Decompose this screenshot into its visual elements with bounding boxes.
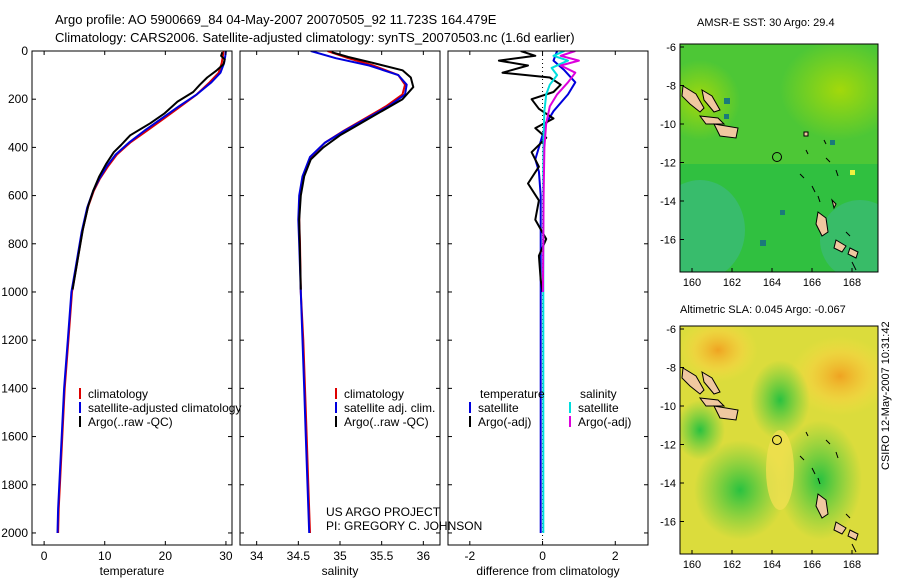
- profile-panel-1: 0 10 20 30 0 200 400 600 800 1000 1200 1400 1600 1800…: [1, 44, 241, 578]
- x-tick-label: 0: [41, 549, 48, 563]
- map-axes-1: 160 162 164 166 168 -6 -8 -10 -12 -14 -16: [660, 42, 861, 289]
- x-tick-label: 164: [763, 277, 781, 289]
- y-tick-label: 400: [8, 140, 28, 154]
- legend-label: satellite: [478, 401, 519, 415]
- sla-map-title: Altimetric SLA: 0.045 Argo: -0.067: [680, 304, 846, 316]
- x-tick-label: 36: [417, 549, 431, 563]
- y-tick-label: 1400: [1, 381, 28, 395]
- y-tick-label: -14: [660, 478, 676, 490]
- y-tick-label: -10: [660, 119, 676, 131]
- y-tick-label: -12: [660, 440, 676, 452]
- legend-label: salinity: [580, 387, 617, 401]
- legend-label: Argo(..raw -QC): [344, 415, 429, 429]
- chart-title-line1: Argo profile: AO 5900669_84 04-May-2007 …: [55, 12, 497, 27]
- y-tick-label: -12: [660, 158, 676, 170]
- y-tick-label: 200: [8, 92, 28, 106]
- credit-line1: US ARGO PROJECT: [326, 505, 441, 519]
- legend-label: satellite adj. clim.: [344, 401, 435, 415]
- series-line-1: [534, 51, 577, 533]
- y-tick-label: -6: [666, 42, 676, 54]
- x-tick-label: 166: [803, 559, 821, 571]
- x-tick-label: 2: [612, 549, 619, 563]
- y-tick-label: -16: [660, 235, 676, 247]
- x-tick-label: 168: [843, 277, 861, 289]
- y-tick-label: -8: [666, 81, 676, 93]
- x-tick-label: 160: [683, 277, 701, 289]
- series-line-3: [71, 51, 226, 290]
- legend-label: climatology: [88, 387, 148, 401]
- series-line-2: [297, 51, 408, 534]
- x-tick-label: 162: [723, 277, 741, 289]
- series-line-1: [57, 51, 225, 534]
- legend-label: temperature: [480, 387, 545, 401]
- legend-label: climatology: [344, 387, 404, 401]
- x-tick-label: 168: [843, 559, 861, 571]
- legend-label: Argo(-adj): [478, 415, 531, 429]
- series-line-2: [497, 51, 562, 293]
- y-tick-label: 600: [8, 189, 28, 203]
- y-tick-label: -6: [666, 324, 676, 336]
- sst-map: [679, 43, 879, 273]
- x-axis-label: salinity: [322, 564, 359, 578]
- x-tick-label: 160: [683, 559, 701, 571]
- legend: temperaturesatelliteArgo(-adj)salinitysa…: [469, 387, 631, 429]
- x-tick-label: 166: [803, 277, 821, 289]
- y-tick-label: -10: [660, 401, 676, 413]
- series-line-2: [56, 51, 227, 534]
- panel-frame: [31, 50, 233, 546]
- sst-map-title: AMSR-E SST: 30 Argo: 29.4: [697, 17, 835, 29]
- y-tick-label: -14: [660, 196, 676, 208]
- chart-title-line2: Climatology: CARS2006. Satellite-adjuste…: [55, 30, 575, 45]
- y-tick-label: -8: [666, 363, 676, 375]
- y-tick-label: 0: [21, 44, 28, 58]
- legend-label: Argo(-adj): [578, 415, 631, 429]
- panel-frame: [447, 50, 649, 546]
- x-tick-label: 35: [333, 549, 347, 563]
- y-tick-label: 1600: [1, 430, 28, 444]
- panel-frame: [239, 50, 441, 546]
- y-tick-label: 1800: [1, 478, 28, 492]
- x-tick-label: 34.5: [287, 549, 311, 563]
- y-tick-label: 1000: [1, 285, 28, 299]
- x-tick-label: 34: [250, 549, 264, 563]
- map-axes-2: 160 162 164 166 168 -6 -8 -10 -12 -14 -16: [660, 324, 861, 571]
- legend-label: satellite: [578, 401, 619, 415]
- x-tick-label: 164: [763, 559, 781, 571]
- series-line-1: [298, 51, 406, 534]
- legend-label: Argo(..raw -QC): [88, 415, 173, 429]
- credit-line2: PI: GREGORY C. JOHNSON: [326, 519, 482, 533]
- x-tick-label: 162: [723, 559, 741, 571]
- sla-map: [679, 325, 879, 555]
- profile-panel-2: 34 34.5 35 35.5 36 salinity climatologysatelli…: [239, 50, 441, 578]
- series-line-3: [542, 51, 569, 533]
- x-tick-label: 20: [159, 549, 173, 563]
- x-tick-label: -2: [464, 549, 475, 563]
- x-axis-label: temperature: [100, 564, 165, 578]
- x-tick-label: 30: [219, 549, 233, 563]
- series-line-4: [541, 51, 580, 293]
- series-line-3: [298, 51, 415, 290]
- x-tick-label: 0: [539, 549, 546, 563]
- x-axis-label: difference from climatology: [476, 564, 619, 578]
- legend-label: satellite-adjusted climatology: [88, 401, 241, 415]
- y-tick-label: 800: [8, 237, 28, 251]
- y-tick-label: 2000: [1, 526, 28, 540]
- y-tick-label: 1200: [1, 333, 28, 347]
- x-tick-label: 35.5: [370, 549, 394, 563]
- y-tick-label: -16: [660, 517, 676, 529]
- x-tick-label: 10: [98, 549, 112, 563]
